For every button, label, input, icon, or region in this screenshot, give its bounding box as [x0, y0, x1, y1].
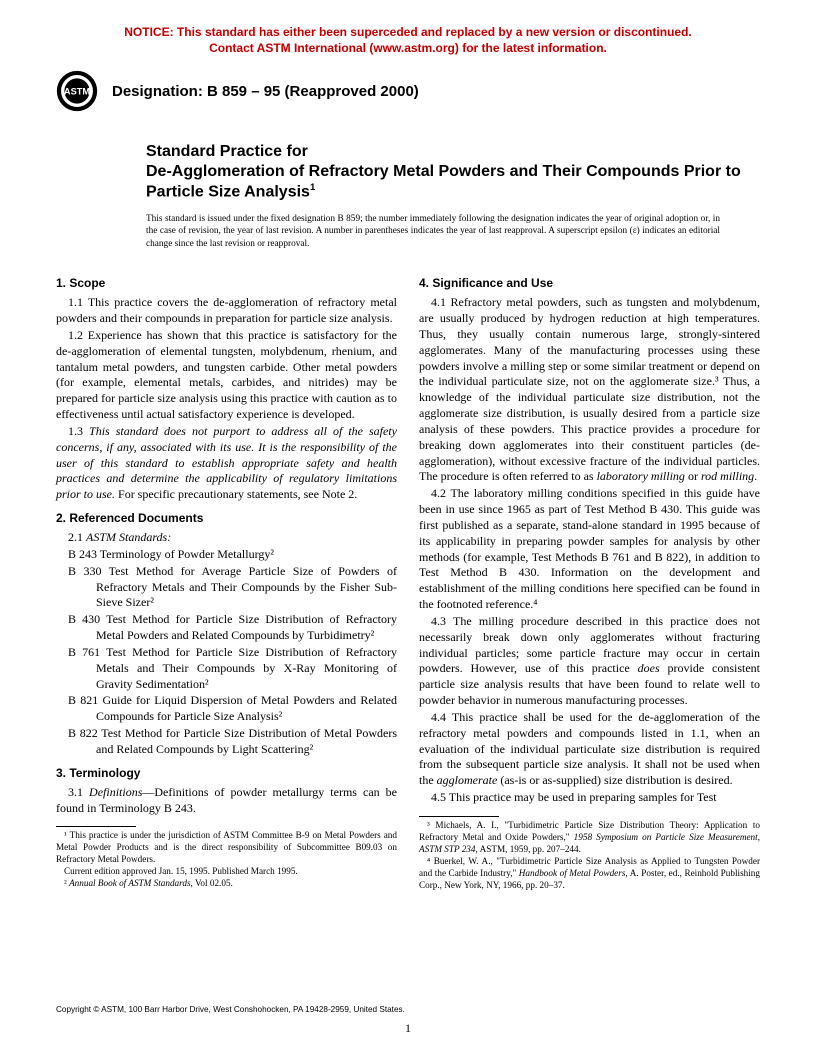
para-1-3: 1.3 This standard does not purport to ad… [56, 424, 397, 503]
header-row: ASTM Designation: B 859 – 95 (Reapproved… [56, 70, 760, 112]
notice-banner: NOTICE: This standard has either been su… [56, 24, 760, 56]
title-main: De-Agglomeration of Refractory Metal Pow… [146, 162, 760, 202]
para-3-1: 3.1 Definitions—Definitions of powder me… [56, 785, 397, 817]
para-2-1: 2.1 ASTM Standards: [56, 530, 397, 546]
copyright-line: Copyright © ASTM, 100 Barr Harbor Drive,… [56, 1005, 405, 1014]
title-block: Standard Practice for De-Agglomeration o… [146, 142, 760, 202]
footnote-2: ² Annual Book of ASTM Standards, Vol 02.… [56, 878, 397, 890]
astm-logo: ASTM [56, 70, 98, 112]
ref-item: B 822 Test Method for Particle Size Dist… [68, 726, 397, 758]
notice-line-1: NOTICE: This standard has either been su… [56, 24, 760, 40]
section-4-head: 4. Significance and Use [419, 276, 760, 290]
footnote-3: ³ Michaels, A. I., "Turbidimetric Partic… [419, 820, 760, 856]
footnote-4: ⁴ Buerkel, W. A., "Turbidimetric Particl… [419, 856, 760, 892]
section-2-head: 2. Referenced Documents [56, 511, 397, 525]
ref-item: B 243 Terminology of Powder Metallurgy² [68, 547, 397, 563]
page-number: 1 [0, 1021, 816, 1036]
title-superscript: 1 [310, 182, 315, 193]
ref-item: B 430 Test Method for Particle Size Dist… [68, 612, 397, 644]
footnote-1: ¹ This practice is under the jurisdictio… [56, 830, 397, 866]
issuance-note: This standard is issued under the fixed … [146, 213, 720, 251]
ref-item: B 330 Test Method for Average Particle S… [68, 564, 397, 611]
para-4-4: 4.4 This practice shall be used for the … [419, 710, 760, 789]
title-main-text: De-Agglomeration of Refractory Metal Pow… [146, 163, 741, 200]
para-4-3: 4.3 The milling procedure described in t… [419, 614, 760, 709]
para-4-1: 4.1 Refractory metal powders, such as tu… [419, 295, 760, 485]
para-1-1: 1.1 This practice covers the de-agglomer… [56, 295, 397, 327]
right-footnotes: ³ Michaels, A. I., "Turbidimetric Partic… [419, 816, 760, 892]
left-column: 1. Scope 1.1 This practice covers the de… [56, 268, 397, 891]
references-list: B 243 Terminology of Powder Metallurgy² … [56, 547, 397, 758]
right-column: 4. Significance and Use 4.1 Refractory m… [419, 268, 760, 891]
ref-item: B 821 Guide for Liquid Dispersion of Met… [68, 693, 397, 725]
notice-line-2: Contact ASTM International (www.astm.org… [56, 40, 760, 56]
ref-item: B 761 Test Method for Particle Size Dist… [68, 645, 397, 692]
body-columns: 1. Scope 1.1 This practice covers the de… [56, 268, 760, 891]
section-3-head: 3. Terminology [56, 766, 397, 780]
para-4-2: 4.2 The laboratory milling conditions sp… [419, 486, 760, 613]
para-1-2: 1.2 Experience has shown that this pract… [56, 328, 397, 423]
left-footnotes: ¹ This practice is under the jurisdictio… [56, 826, 397, 890]
footnote-1b: Current edition approved Jan. 15, 1995. … [56, 866, 397, 878]
svg-text:ASTM: ASTM [64, 87, 90, 97]
para-4-5: 4.5 This practice may be used in prepari… [419, 790, 760, 806]
designation-text: Designation: B 859 – 95 (Reapproved 2000… [112, 83, 419, 100]
title-lead: Standard Practice for [146, 142, 760, 162]
section-1-head: 1. Scope [56, 276, 397, 290]
